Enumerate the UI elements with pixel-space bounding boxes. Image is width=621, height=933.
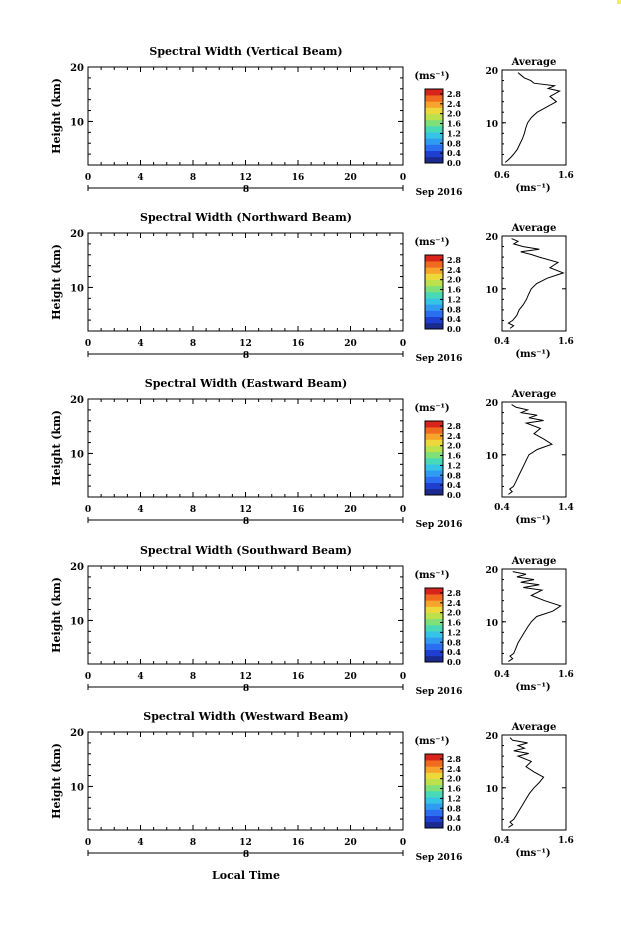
colorbar-tick-label: 2.4 bbox=[447, 265, 461, 275]
profile-y-tick-label: 20 bbox=[485, 67, 498, 77]
date-label: Sep 2016 bbox=[416, 354, 463, 364]
profile-title: Average bbox=[511, 223, 557, 234]
profile-x-label: (ms⁻¹) bbox=[515, 183, 550, 194]
colorbar-swatch bbox=[425, 267, 443, 273]
colorbar-tick-label: 2.0 bbox=[447, 275, 461, 285]
colorbar-swatch bbox=[425, 145, 443, 151]
colorbar-tick-label: 1.6 bbox=[447, 119, 461, 129]
colorbar-swatch bbox=[425, 101, 443, 107]
y-tick-label: 20 bbox=[70, 63, 84, 74]
colorbar-tick-label: 2.4 bbox=[447, 99, 461, 109]
date-tick-label: 8 bbox=[243, 185, 249, 195]
x-tick-label: 16 bbox=[292, 339, 305, 349]
y-tick-label: 10 bbox=[70, 117, 84, 128]
profile-title: Average bbox=[511, 57, 557, 68]
y-axis-label: Height (km) bbox=[50, 244, 63, 320]
x-tick-label: 20 bbox=[344, 339, 357, 349]
plot-frame bbox=[88, 67, 403, 165]
panel-3: Spectral Width (Eastward Beam)1020Height… bbox=[50, 377, 574, 530]
colorbar-swatch bbox=[425, 151, 443, 157]
x-tick-label: 0 bbox=[85, 173, 91, 183]
colorbar-swatch bbox=[425, 280, 443, 286]
date-label: Sep 2016 bbox=[416, 188, 463, 198]
colorbar-swatch bbox=[425, 292, 443, 298]
colorbar-tick-label: 0.8 bbox=[447, 138, 461, 148]
colorbar-swatch bbox=[425, 317, 443, 323]
profile-line bbox=[505, 73, 559, 163]
x-tick-label: 0 bbox=[85, 339, 91, 349]
profile-y-tick-label: 20 bbox=[485, 233, 498, 243]
profile-y-tick-label: 10 bbox=[485, 286, 498, 296]
colorbar-swatch bbox=[425, 95, 443, 101]
panel-1: Spectral Width (Vertical Beam) 10 20 Height… bbox=[50, 45, 574, 198]
panel-title: Spectral Width (Vertical Beam) bbox=[149, 45, 342, 58]
colorbar-tick-label: 0.4 bbox=[447, 314, 461, 324]
x-tick-label: 20 bbox=[344, 173, 357, 183]
colorbar-tick-label: 1.2 bbox=[447, 294, 461, 304]
colorbar-swatch bbox=[425, 89, 443, 95]
profile-frame bbox=[502, 70, 566, 165]
y-axis-label: Height (km) bbox=[50, 78, 63, 154]
y-tick-label: 10 bbox=[70, 283, 84, 294]
colorbar-unit: (ms⁻¹) bbox=[414, 237, 449, 248]
x-tick-label: 4 bbox=[137, 339, 143, 349]
profile-x-tick-label: 1.6 bbox=[558, 337, 574, 347]
x-tick-label: 0 bbox=[400, 173, 406, 183]
profile-y-tick-label: 10 bbox=[485, 120, 498, 130]
y-tick-label: 20 bbox=[70, 229, 84, 240]
colorbar-tick-label: 0.0 bbox=[447, 158, 461, 168]
panel-2: Spectral Width (Northward Beam) 10 20 Heigh… bbox=[50, 211, 574, 364]
x-tick-label: 8 bbox=[190, 173, 196, 183]
colorbar-swatch bbox=[425, 157, 443, 163]
panel-title: Spectral Width (Northward Beam) bbox=[140, 211, 352, 224]
colorbar-tick-label: 1.6 bbox=[447, 285, 461, 295]
plot-frame bbox=[88, 233, 403, 331]
profile-x-tick-label: 0.6 bbox=[494, 171, 510, 181]
colorbar-tick-label: 2.8 bbox=[447, 89, 461, 99]
colorbar-swatch bbox=[425, 108, 443, 114]
colorbar-swatch bbox=[425, 311, 443, 317]
x-tick-label: 12 bbox=[239, 173, 252, 183]
colorbar-unit: (ms⁻¹) bbox=[414, 71, 449, 82]
profile-x-tick-label: 0.4 bbox=[494, 337, 510, 347]
colorbar-swatch bbox=[425, 304, 443, 310]
colorbar-tick-label: 0.8 bbox=[447, 304, 461, 314]
colorbar-swatch bbox=[425, 261, 443, 267]
colorbar-tick-label: 1.2 bbox=[447, 128, 461, 138]
colorbar-swatch bbox=[425, 274, 443, 280]
x-tick-label: 4 bbox=[137, 173, 143, 183]
profile-line bbox=[508, 239, 563, 329]
colorbar-swatch bbox=[425, 126, 443, 132]
profile-x-label: (ms⁻¹) bbox=[515, 349, 550, 360]
date-tick-label: 8 bbox=[243, 351, 249, 361]
panel-title: Spectral Width (Eastward Beam) bbox=[145, 377, 347, 390]
x-tick-label: 16 bbox=[292, 173, 305, 183]
colorbar-swatch bbox=[425, 114, 443, 120]
colorbar-tick-label: 0.4 bbox=[447, 148, 461, 158]
x-tick-label: 8 bbox=[190, 339, 196, 349]
x-tick-label: 0 bbox=[400, 339, 406, 349]
colorbar-swatch bbox=[425, 138, 443, 144]
x-tick-label: 12 bbox=[239, 339, 252, 349]
profile-x-tick-label: 1.6 bbox=[558, 171, 574, 181]
colorbar-tick-label: 0.0 bbox=[447, 324, 461, 334]
colorbar-swatch bbox=[425, 323, 443, 329]
colorbar-tick-label: 2.8 bbox=[447, 255, 461, 265]
colorbar-swatch bbox=[425, 255, 443, 261]
colorbar-tick-label: 2.0 bbox=[447, 109, 461, 119]
